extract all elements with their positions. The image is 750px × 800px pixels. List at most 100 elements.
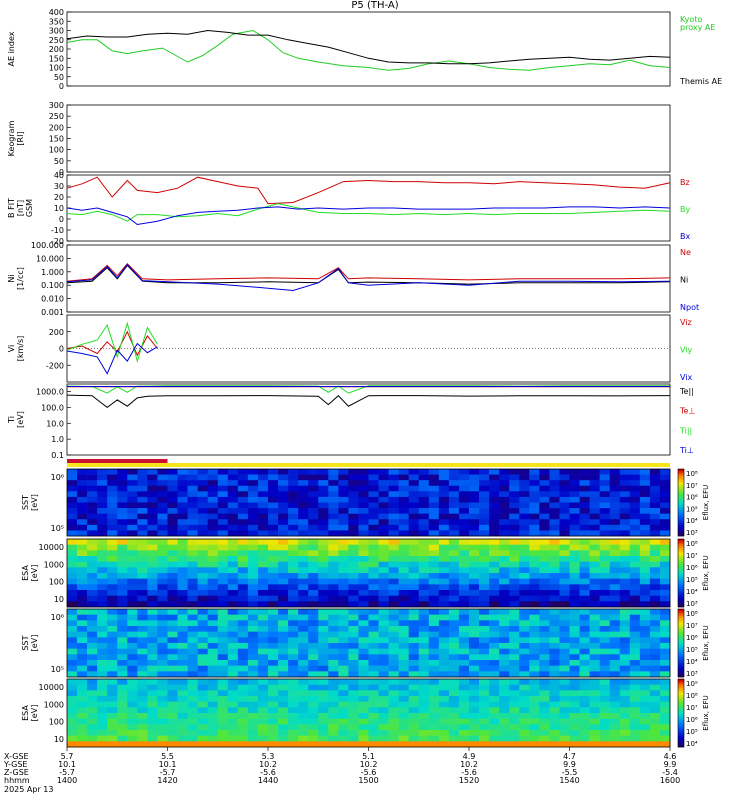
spectrogram-cell: [97, 539, 108, 545]
spectrogram-cell: [348, 730, 359, 736]
spectrogram-cell: [609, 556, 621, 562]
spectrogram-cell: [489, 530, 500, 537]
spectrogram-cell: [519, 590, 530, 596]
spectrogram-cell: [137, 530, 148, 537]
spectrogram-cell: [408, 665, 420, 672]
spectrogram-cell: [539, 609, 550, 615]
spectrogram-cell: [288, 665, 299, 672]
spectrogram-cell: [438, 561, 450, 568]
spectrogram-cell: [539, 724, 550, 731]
spectrogram-cell: [197, 584, 208, 591]
spectrogram-cell: [227, 637, 239, 644]
spectrogram-cell: [87, 590, 98, 596]
spectrogram-cell: [388, 620, 399, 627]
spectrogram-cell: [247, 485, 259, 492]
spectrogram-cell: [358, 530, 369, 537]
spectrogram-cell: [177, 578, 188, 585]
spectrogram-cell: [348, 696, 359, 702]
spectrogram-cell: [398, 513, 409, 520]
spectrogram-cell: [589, 671, 600, 678]
y-tick-label: 100.0: [41, 403, 64, 412]
spectrogram-y-tick-label: 10⁶: [51, 473, 64, 482]
spectrogram-cell: [539, 648, 550, 655]
spectrogram-cell: [649, 713, 661, 719]
spectrogram-cell: [338, 474, 349, 481]
spectrogram-cell: [469, 637, 480, 644]
spectrogram-cell: [418, 561, 430, 568]
spectrogram-cell: [247, 539, 259, 545]
spectrogram-cell: [388, 696, 399, 702]
spectrogram-cell: [308, 508, 319, 514]
spectrogram-cell: [418, 620, 430, 627]
spectrogram-cell: [298, 735, 309, 742]
spectrogram-cell: [458, 724, 470, 731]
spectrogram-cell: [338, 485, 349, 492]
spectrogram-cell: [358, 654, 369, 661]
x-tick-label: 5.5: [161, 752, 174, 761]
spectrogram-cell: [619, 701, 631, 708]
spectrogram-cell: [338, 519, 349, 526]
spectrogram-cell: [298, 654, 309, 661]
colorbar-tick-label: 10⁷: [686, 552, 698, 560]
spectrogram-cell: [619, 480, 631, 487]
spectrogram-cell: [268, 474, 279, 481]
spectrogram-cell: [589, 519, 600, 526]
spectrogram-cell: [509, 684, 520, 691]
spectrogram-cell: [418, 474, 430, 481]
colorbar-segment: [678, 699, 684, 702]
colorbar-segment: [678, 545, 684, 549]
spectrogram-cell: [177, 513, 188, 520]
spectrogram-cell: [378, 513, 389, 520]
spectrogram-cell: [599, 567, 610, 574]
spectrogram-cell: [499, 474, 510, 481]
spectrogram-cell: [589, 508, 600, 514]
spectrogram-cell: [659, 707, 671, 714]
spectrogram-cell: [428, 502, 440, 509]
colorbar-segment: [678, 509, 684, 512]
spectrogram-cell: [87, 643, 98, 649]
spectrogram-cell: [288, 713, 299, 719]
spectrogram-cell: [589, 741, 600, 748]
spectrogram-cell: [278, 679, 289, 685]
spectrogram-cell: [167, 671, 178, 678]
spectrogram-cell: [599, 601, 610, 608]
spectrogram-cell: [549, 741, 560, 748]
spectrogram-cell: [187, 567, 198, 574]
spectrogram-cell: [177, 637, 188, 644]
spectrogram-cell: [569, 637, 580, 644]
spectrogram-cell: [197, 690, 208, 697]
spectrogram-cell: [479, 469, 490, 475]
spectrogram-y-unit: [eV]: [30, 494, 39, 511]
colorbar-segment: [678, 561, 684, 565]
x-tick-label: 1540: [559, 776, 579, 785]
spectrogram-cell: [207, 707, 219, 714]
spectrogram-cell: [147, 544, 158, 551]
spectrogram-cell: [97, 491, 108, 498]
spectrogram-cell: [499, 590, 510, 596]
spectrogram-cell: [519, 539, 530, 545]
spectrogram-cell: [408, 508, 420, 514]
spectrogram-cell: [579, 735, 590, 742]
spectrogram-cell: [418, 556, 430, 562]
spectrogram-cell: [398, 637, 409, 644]
spectrogram-cell: [378, 496, 389, 503]
spectrogram-cell: [127, 679, 138, 685]
spectrogram-cell: [308, 654, 319, 661]
spectrogram-cell: [458, 637, 470, 644]
series-line-Viy: [66, 321, 158, 363]
spectrogram-cell: [398, 696, 409, 702]
spectrogram-cell: [278, 735, 289, 742]
spectrogram-cell: [479, 713, 490, 719]
spectrogram-cell: [217, 741, 229, 748]
spectrogram-cell: [257, 665, 269, 672]
y-axis-label: GSM: [25, 199, 34, 217]
spectrogram-cell: [479, 609, 490, 615]
spectrogram-cell: [418, 707, 430, 714]
spectrogram-cell: [97, 519, 108, 526]
spectrogram-cell: [318, 707, 329, 714]
spectrogram-cell: [107, 620, 118, 627]
spectrogram-cell: [67, 665, 78, 672]
spectrogram-cell: [328, 620, 339, 627]
